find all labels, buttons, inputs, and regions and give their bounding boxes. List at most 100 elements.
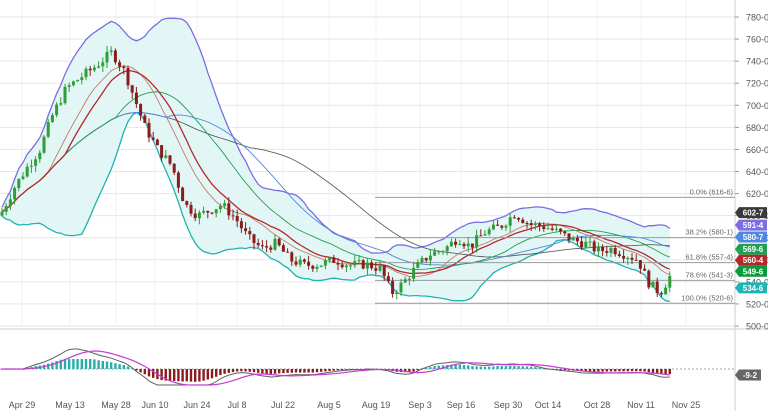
macd-bar <box>59 359 62 369</box>
macd-bar <box>282 369 285 374</box>
candle-down <box>361 260 365 269</box>
y-tick-label: 500-0 <box>746 322 768 332</box>
macd-frame: -9-2 <box>735 369 761 381</box>
candle-up <box>218 205 222 210</box>
y-tick-label: 720-0 <box>746 79 768 89</box>
candle-up <box>353 261 357 266</box>
candle-up <box>197 212 201 219</box>
macd-bar <box>257 369 260 373</box>
macd-bar <box>248 369 251 372</box>
candle-down <box>252 234 256 244</box>
candle-up <box>46 121 50 137</box>
price-badge: 569-6 <box>735 243 767 255</box>
candle-up <box>42 136 46 153</box>
macd-bar <box>307 369 310 373</box>
candle-up <box>365 262 369 269</box>
macd-bar <box>63 359 67 369</box>
candle-down <box>580 241 584 248</box>
macd-bar <box>273 369 277 374</box>
candle-up <box>34 159 38 166</box>
candle-down <box>294 261 298 265</box>
macd-bar <box>164 369 167 381</box>
candle-up <box>546 228 550 230</box>
macd-bar <box>668 369 671 375</box>
macd-bar <box>311 369 314 373</box>
macd-bar <box>635 369 638 372</box>
candle-down <box>147 122 151 138</box>
candle-down <box>512 217 516 219</box>
macd-bar <box>286 369 289 373</box>
macd-bar <box>433 366 436 369</box>
candle-down <box>235 215 239 222</box>
macd-bar <box>236 369 239 372</box>
macd-bar <box>425 368 428 369</box>
candle-down <box>302 259 306 262</box>
candle-up <box>664 287 668 295</box>
candle-down <box>151 137 155 140</box>
candle-down <box>386 276 390 282</box>
candle-down <box>122 66 126 68</box>
candle-up <box>101 62 105 67</box>
macd-bar <box>601 369 604 372</box>
price-badge-bg <box>735 265 767 277</box>
macd-bar <box>143 369 146 375</box>
macd-bar <box>462 364 466 369</box>
candle-down <box>155 139 159 146</box>
candle-up <box>59 103 63 105</box>
candle-up <box>420 257 424 263</box>
candle-down <box>248 231 252 235</box>
price-badge: 549-6 <box>735 265 767 277</box>
macd-bar <box>593 369 596 372</box>
candle-down <box>613 248 617 255</box>
candle-up <box>584 241 588 248</box>
candle-down <box>630 257 634 260</box>
x-tick-label: Aug 5 <box>317 400 341 410</box>
macd-bar <box>651 369 655 373</box>
macd-line <box>2 348 670 386</box>
macd-bar <box>223 369 226 374</box>
candle-down <box>500 225 504 228</box>
macd-bar <box>458 364 461 369</box>
macd-bar <box>660 369 663 374</box>
candle-down <box>391 281 395 294</box>
price-badge-bg <box>735 219 767 231</box>
candle-down <box>550 228 554 230</box>
y-tick-label: 640-0 <box>746 167 768 177</box>
candle-down <box>227 203 231 216</box>
macd-bar <box>664 369 667 375</box>
fib-label: 61.8% (557-4) <box>685 253 733 262</box>
y-tick-label: 740-0 <box>746 57 768 67</box>
macd-bar <box>563 369 566 371</box>
x-tick-label: Apr 29 <box>9 400 36 410</box>
y-tick-label: 520-0 <box>746 299 768 309</box>
price-badge-text: 534-6 <box>743 284 764 293</box>
candle-down <box>470 243 474 248</box>
macd-bar <box>244 369 247 372</box>
price-badge: 534-6 <box>735 282 767 294</box>
macd-bar <box>278 369 281 374</box>
price-badge-bg <box>735 231 767 243</box>
candle-up <box>437 251 441 253</box>
price-badge-bg <box>735 254 767 266</box>
candle-up <box>298 259 302 265</box>
macd-bar <box>206 369 209 380</box>
candle-up <box>571 237 575 241</box>
x-tick-label: May 28 <box>101 400 131 410</box>
y-tick-label: 780-0 <box>746 13 768 23</box>
candle-up <box>475 235 479 248</box>
candle-down <box>592 241 596 252</box>
macd-bar <box>492 366 495 369</box>
candle-up <box>554 228 558 230</box>
macd-bar <box>530 366 533 369</box>
macd-bar <box>509 365 512 369</box>
candle-down <box>139 104 143 116</box>
macd-bar <box>93 359 96 369</box>
x-tick-label: Jul 22 <box>271 400 295 410</box>
time-axis: Apr 29 May 13 May 28 Jun 10 Jun 24 Jul 8 Jul 2… <box>9 400 701 410</box>
candle-down <box>307 261 311 266</box>
candle-down <box>529 223 533 226</box>
macd-panel <box>0 348 735 386</box>
candle-down <box>290 252 294 262</box>
